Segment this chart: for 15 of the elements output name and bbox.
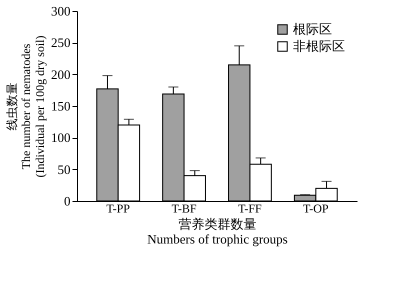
x-axis-title: 营养类群数量 Numbers of trophic groups: [147, 216, 288, 246]
x-tick-label: T-OP: [303, 202, 329, 216]
y-tick-label: 300: [51, 4, 70, 18]
x-tick-label: T-PP: [106, 202, 130, 216]
y-tick-label: 0: [64, 194, 70, 208]
y-tick-label: 50: [58, 162, 70, 177]
y-tick-label: 250: [51, 35, 70, 50]
y-tick-label: 200: [51, 66, 70, 82]
legend-label: 根际区: [293, 22, 332, 36]
x-tick-label: T-FF: [238, 202, 262, 216]
legend-label: 非根际区: [293, 38, 345, 54]
y-axis-title: 线虫数量 The number of nematodes (Individual per 100g dry soil): [5, 36, 47, 178]
y-tick-label: 100: [51, 130, 70, 146]
y-tick-label: 150: [51, 98, 70, 114]
x-tick-label: T-BF: [172, 202, 197, 216]
